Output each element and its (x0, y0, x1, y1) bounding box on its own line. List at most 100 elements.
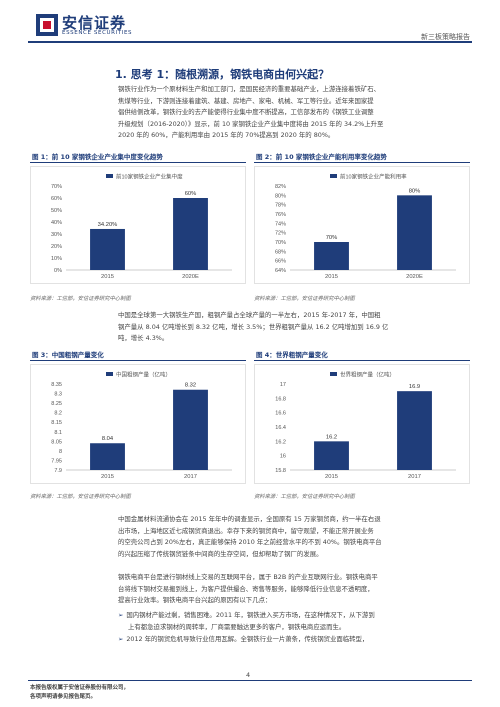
y-tick-label: 82% (275, 184, 286, 190)
y-tick-label: 7.95 (51, 458, 62, 464)
paragraph-steel-trade: 中国金属材料流通协会在 2015 年年中的调查显示，全国原有 15 万家钢贸商，… (118, 514, 474, 560)
bar-chart-svg: 世界粗钢产量（亿吨） 15.8 16 16.2 16.4 16.6 16.8 17 16.2 20… (254, 364, 470, 484)
x-tick-label: 2015 (325, 274, 338, 280)
footer-divider (28, 680, 472, 681)
y-tick-label: 16.2 (275, 439, 286, 445)
y-tick-label: 8.1 (54, 430, 62, 436)
paragraph-line: 的空壳公司占到 20%左右，真正能够保持 2010 年之前经营水平的不到 40%… (118, 538, 382, 547)
page-number: 4 (246, 671, 251, 679)
paragraph-line: 2020 年的 60%，产能利用率由 2015 年的 70%提高到 2020 年… (118, 131, 335, 140)
paragraph-line: 出市场，上海地区近七成钢贸商退出。幸存下来的钢贸商中，留守观望，不能正常开展业务 (118, 526, 374, 535)
section-title: 1. 思考 1：随根溯源，钢铁电商由何兴起？ (115, 68, 330, 81)
paragraph-line: 钢产量从 8.04 亿吨增长到 8.32 亿吨，增长 3.5%；世界粗钢产量从 … (118, 322, 389, 331)
page-header: 安信证券 ESSENCE SECURITIES 新三板策略报告 (0, 0, 500, 44)
legend-label: 前10家钢铁企业产能利用率 (340, 173, 407, 181)
paragraph-line: 的兴起压缩了传统钢贸链条中间商的生存空间，但却帮助了钢厂的发展。 (118, 549, 323, 558)
bullet-item: ➢ 2012 年的钢贸危机导致行业信用瓦解。全钢铁行业一片萧条，传统钢贸业面临转型… (118, 634, 474, 646)
x-tick-label: 2020E (182, 274, 199, 280)
x-tick-label: 2015 (101, 474, 114, 480)
y-tick-label: 40% (51, 220, 62, 226)
bar-chart-svg: 中国粗钢产量（亿吨） 7.9 7.95 8 8.05 8.1 8.15 8.2 8.25 8.3 8… (30, 364, 246, 484)
figure-1-chart: 前10家钢铁企业产业集中度 0% 10% 20% 30% 40% 50% 60% 70% 34.2… (30, 166, 246, 284)
paragraph-line: 中国金属材料流通协会在 2015 年年中的调查显示，全国原有 15 万家钢贸商，… (118, 515, 381, 523)
figure-3-source: 资料来源：工信部，安信证券研究中心制图 (30, 494, 131, 500)
legend-swatch (330, 372, 337, 376)
figure-4-chart: 世界粗钢产量（亿吨） 15.8 16 16.2 16.4 16.6 16.8 17 16.2 20… (254, 364, 470, 484)
paragraph-industry-overview: 钢铁行业作为一个原材料生产和加工部门，是国民经济的重要基础产业，上游连接着铁矿石… (118, 84, 474, 142)
data-label: 70% (326, 235, 338, 241)
chart-frame (30, 166, 246, 284)
bar-chart-svg: 前10家钢铁企业产能利用率 64% 66% 68% 70% 72% 74% 76% 78% 80%… (254, 166, 470, 284)
y-tick-label: 70% (51, 184, 62, 190)
brand-name-en: ESSENCE SECURITIES (62, 30, 133, 36)
bar (173, 198, 208, 270)
legend-swatch (330, 174, 337, 178)
y-tick-label: 8.2 (54, 411, 62, 417)
chart-frame (254, 166, 470, 284)
bar (173, 389, 208, 470)
footer-line: 各项声明请参见报告尾页。 (30, 694, 97, 700)
y-tick-label: 66% (275, 259, 286, 265)
paragraph-line: 倡供给侧改革，钢铁行业的去产能使得行业集中度不断提高，工信部发布的《钢铁工业调整 (118, 108, 374, 117)
y-tick-label: 16.6 (275, 411, 286, 417)
figure-2-title: 图 2：前 10 家钢铁企业产能利用率变化趋势 (254, 152, 470, 163)
brand-name: 安信证券 (62, 14, 127, 32)
y-tick-label: 64% (275, 268, 286, 274)
bar (314, 242, 349, 270)
y-tick-label: 15.8 (275, 468, 286, 474)
data-label: 16.9 (409, 384, 420, 390)
x-tick-label: 2017 (184, 474, 197, 480)
y-tick-label: 8.3 (54, 392, 62, 398)
y-tick-label: 0% (54, 268, 62, 274)
arrow-bullet-icon: ➢ (118, 635, 124, 643)
bar (314, 441, 349, 470)
y-tick-label: 60% (51, 196, 62, 202)
paragraph-ecommerce: 钢铁电商平台是进行钢材线上交易的互联网平台，属于 B2B 的产业互联网行业。钢铁… (118, 572, 474, 607)
bar (90, 228, 125, 270)
paragraph-line: 升级规划（2016-2020）》显示，前 10 家钢铁企业产业集中度将由 201… (118, 119, 384, 128)
figure-1-title: 图 1：前 10 家钢铁企业产业集中度变化趋势 (30, 152, 246, 163)
y-tick-label: 16.8 (275, 396, 286, 402)
y-tick-label: 8.25 (51, 401, 62, 407)
x-tick-label: 2015 (101, 274, 114, 280)
bar (397, 195, 432, 270)
figure-4-title: 图 4：世界粗钢产量变化 (254, 350, 470, 361)
y-tick-label: 8.05 (51, 439, 62, 445)
y-tick-label: 70% (275, 240, 286, 246)
data-label: 8.32 (185, 383, 196, 389)
data-label: 16.2 (326, 434, 337, 440)
legend-label: 前10家钢铁企业产业集中度 (116, 173, 183, 181)
y-tick-label: 74% (275, 221, 286, 227)
chart-frame (254, 364, 470, 484)
bar (90, 443, 125, 470)
paragraph-line: 中国是全球第一大钢铁生产国，粗钢产量占全球产量的一半左右，2015 年-2017… (118, 311, 381, 319)
chart-frame (30, 364, 246, 484)
paragraph-line: 焦煤等行业，下游则连接着建筑、基建、房地产、家电、机械、军工等行业。近年来国家提 (118, 96, 374, 105)
legend-label: 中国粗钢产量（亿吨） (116, 371, 171, 379)
paragraph-line: 提高行业效率。钢铁电商平台兴起的原因有以下几点： (118, 596, 272, 605)
x-tick-label: 2015 (325, 474, 338, 480)
x-tick-label: 2017 (408, 474, 421, 480)
legend-swatch (106, 174, 113, 178)
data-label: 80% (409, 188, 421, 194)
y-tick-label: 17 (280, 382, 286, 388)
y-tick-label: 7.9 (54, 468, 62, 474)
bar (397, 391, 432, 470)
y-tick-label: 8.15 (51, 420, 62, 426)
y-tick-label: 20% (51, 244, 62, 250)
y-tick-label: 50% (51, 208, 62, 214)
figure-4-source: 资料来源：工信部，安信证券研究中心制图 (254, 494, 355, 500)
data-label: 60% (185, 191, 197, 197)
y-tick-label: 16 (280, 454, 286, 460)
y-tick-label: 72% (275, 231, 286, 237)
x-tick-label: 2020E (406, 274, 423, 280)
paragraph-line: 钢铁行业作为一个原材料生产和加工部门，是国民经济的重要基础产业，上游连接着铁矿石… (118, 85, 381, 93)
header-divider (28, 41, 472, 43)
paragraph-line: 台将线下钢材交易搬到线上，为客户提供撮合、寄售等服务，能够降低行业信息不透明度， (118, 584, 374, 593)
bullet-text: 国内钢材产能过剩，销售困难。2011 年，钢铁进入买方市场，在这种情况下，从下游… (126, 611, 375, 619)
data-label: 8.04 (102, 436, 114, 442)
arrow-bullet-icon: ➢ (118, 611, 124, 619)
y-tick-label: 16.4 (275, 425, 286, 431)
figure-2-source: 资料来源：工信部，安信证券研究中心制图 (254, 296, 355, 302)
legend-swatch (106, 372, 113, 376)
